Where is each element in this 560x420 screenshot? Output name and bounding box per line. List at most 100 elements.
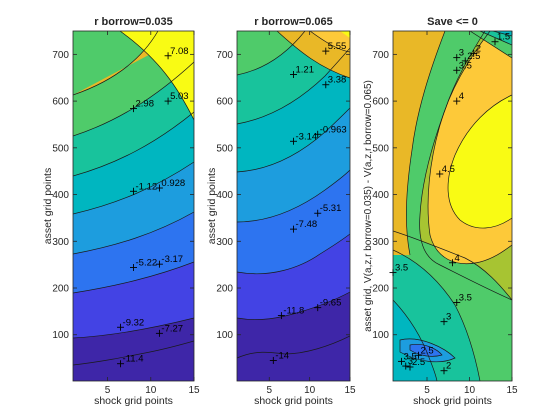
x-tick-label: 10 — [464, 385, 476, 396]
contour-label: -1.12 — [130, 181, 157, 195]
axes-box-panel-1 — [72, 30, 195, 382]
contour-label-text: 2 — [476, 43, 481, 54]
contour-label-text: 2.5 — [467, 51, 480, 62]
contour-label: 3.5 — [453, 60, 472, 74]
contour-label: 3.5 — [453, 292, 472, 306]
contour-label: -14 — [269, 350, 289, 364]
contour-labels-panel-1: 7.08 5.03 2.98 0.928-1.12 -3.17-5.22 -7.27 -9.… — [117, 46, 189, 368]
y-tick-label: 700 — [372, 50, 389, 61]
contour-label: -3.14 — [290, 131, 317, 145]
contour-label-text: -9.32 — [123, 317, 145, 328]
panel-2-title: r borrow=0.065 — [254, 16, 333, 28]
y-tick-label: 500 — [52, 143, 69, 154]
y-tick-label: 300 — [372, 237, 389, 248]
contour-label: -9.65 — [314, 298, 341, 312]
y-tick-label: 600 — [372, 97, 389, 108]
contour-fill-panel-1 — [73, 31, 194, 381]
contour-label-text: 5.55 — [328, 41, 347, 52]
panel-2-x-axis-label: shock grid points — [254, 395, 333, 407]
contour-label: 3 — [453, 48, 464, 62]
panel-2-y-axis-label: asset grid points — [206, 168, 218, 244]
y-tick-label: 100 — [52, 330, 69, 341]
contour-label: -9.32 — [117, 317, 144, 331]
y-tick-label: 600 — [216, 97, 233, 108]
contour-label: -3.17 — [155, 254, 183, 268]
axes-box-panel-2 — [236, 30, 351, 382]
panel-3-title: Save <= 0 — [427, 16, 478, 28]
contour-label-text: 3.5 — [459, 292, 472, 303]
y-tick-label: 200 — [372, 284, 389, 295]
contour-label: 2.5 — [406, 357, 425, 371]
x-tick-label: 10 — [304, 385, 316, 396]
contour-label-text: 2.98 — [136, 99, 155, 110]
contour-label-text: 1.21 — [296, 64, 315, 75]
panel-1-title: r borrow=0.035 — [94, 16, 173, 28]
contour-label: -0.963 — [314, 124, 347, 138]
contour-label-text: 2.5 — [421, 345, 434, 356]
y-tick-label: 100 — [372, 330, 389, 341]
panel-r-borrow-0035: 5 10 15 100 200 300 400 500 600 700 7.08 5.03 2.98 0… — [42, 16, 200, 407]
contour-label-text: 3.5 — [404, 351, 417, 362]
contour-label-text: 0.928 — [161, 178, 185, 189]
contour-label-text: -11.8 — [283, 306, 304, 317]
contour-label: 2 — [440, 361, 451, 375]
contour-label-text: 3.5 — [395, 263, 408, 274]
contour-lines-panel-2 — [237, 31, 350, 359]
contour-label-text: 4 — [459, 91, 464, 102]
contour-label-text: -3.17 — [161, 254, 183, 265]
y-tick-label: 500 — [216, 143, 233, 154]
contour-label: 2.5 — [461, 51, 480, 65]
x-tick-label: 15 — [188, 385, 200, 396]
contour-label: 3 — [402, 356, 413, 370]
contour-label: -5.31 — [314, 203, 341, 217]
y-tick-label: 300 — [216, 237, 233, 248]
contour-label: 3.5 — [398, 351, 417, 365]
contour-label-text: 5.03 — [170, 91, 189, 102]
y-tick-label: 200 — [216, 284, 233, 295]
y-tick-label: 700 — [216, 50, 233, 61]
contour-label-text: -9.65 — [320, 298, 342, 309]
y-tick-label: 200 — [52, 284, 69, 295]
panel-1-y-axis-label: asset grid points — [42, 168, 54, 244]
contour-label: 5.55 — [322, 41, 346, 55]
y-tick-label: 500 — [372, 143, 389, 154]
contour-label: 4 — [453, 91, 464, 105]
panel-3-y-axis-label: asset grid, V(a,z,r borrow=0.035) - V(a,… — [363, 80, 374, 332]
contour-label-text: 2 — [446, 361, 451, 372]
contour-label-text: 1.5 — [497, 32, 510, 43]
contour-label-text: -14 — [275, 350, 289, 361]
ticks-panel-2: 5 10 15 100 200 300 400 500 600 700 — [216, 31, 356, 396]
contour-label: 1.21 — [290, 64, 314, 78]
y-tick-label: 400 — [216, 190, 233, 201]
y-tick-label: 400 — [52, 190, 69, 201]
contour-label: 2.98 — [130, 99, 154, 113]
panel-3-x-axis-label: shock grid points — [413, 395, 492, 407]
x-tick-label: 10 — [145, 385, 157, 396]
contour-label: 1.5 — [491, 32, 510, 46]
x-tick-label: 15 — [506, 385, 518, 396]
contour-label: 3.5 — [389, 263, 408, 277]
contour-label: 0.928 — [155, 178, 185, 192]
contour-label: 4 — [449, 253, 460, 267]
contour-label: 4.5 — [436, 164, 455, 178]
y-tick-label: 700 — [52, 50, 69, 61]
x-tick-label: 5 — [267, 385, 273, 396]
contour-label-text: -11.4 — [123, 354, 144, 365]
contour-label: 2 — [470, 43, 481, 57]
contour-lines-panel-3 — [393, 31, 512, 381]
contour-label: 7.08 — [164, 46, 189, 60]
y-tick-label: 300 — [52, 237, 69, 248]
contour-label-text: -5.31 — [320, 203, 342, 214]
contour-label: 5.03 — [164, 91, 189, 105]
contour-label-text: 3 — [408, 356, 413, 367]
contour-label-text: 3 — [446, 312, 451, 323]
contour-label-text: 7.08 — [170, 46, 189, 57]
ticks-panel-1: 5 10 15 100 200 300 400 500 600 700 — [52, 31, 200, 396]
y-tick-label: 100 — [216, 330, 233, 341]
axes-box-panel-3 — [392, 30, 513, 382]
contour-label: 2.5 — [415, 345, 434, 359]
ticks-panel-3: 5 10 15 100 200 300 400 500 600 700 — [372, 31, 518, 396]
x-tick-label: 5 — [424, 385, 430, 396]
